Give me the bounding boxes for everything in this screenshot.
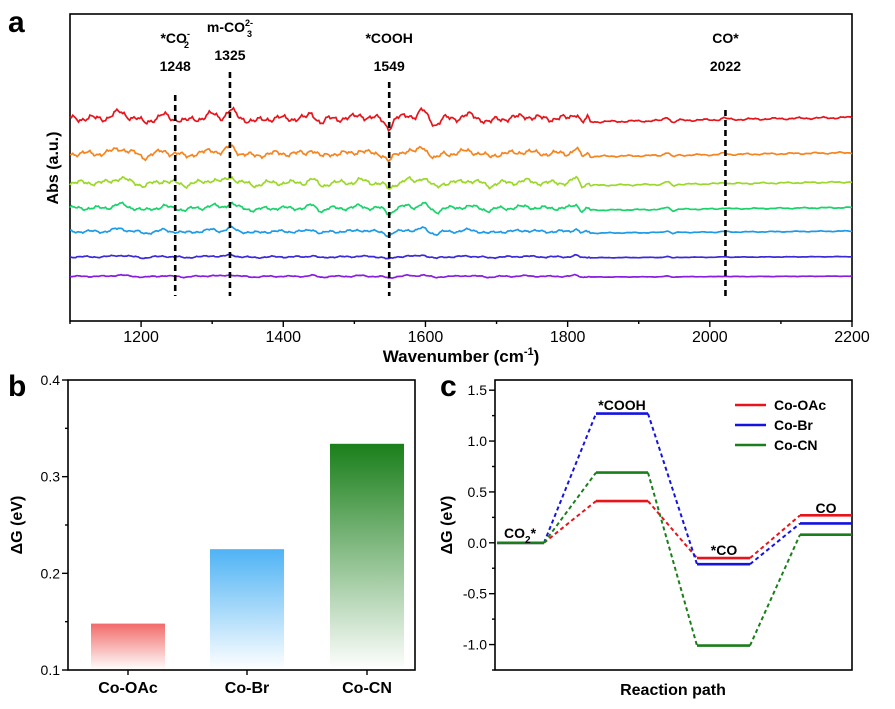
spectrum-line-5: [70, 225, 853, 238]
co-br-connector-3: [749, 522, 801, 565]
spectrum-line-1: [69, 106, 853, 133]
marker-value-2022: 2022: [710, 58, 741, 74]
panel-c-y-tick-label: -0.5: [463, 586, 487, 602]
panel-c-series: [497, 412, 852, 647]
panel-b-y-tick-label: 0.2: [41, 565, 61, 581]
panel-a-x-tick-label: 1400: [265, 329, 301, 346]
panel-b-x-tick-label-co-br: Co-Br: [225, 680, 269, 697]
marker-value-1325: 1325: [214, 47, 245, 63]
bar-co-oac: [91, 623, 165, 670]
legend-label-co-oac: Co-OAc: [774, 397, 826, 413]
panel-a-x-tick-label: 1800: [550, 329, 586, 346]
co-oac-connector-2: [647, 500, 698, 559]
panel-c-frame: [494, 379, 853, 671]
panel-c-label: c: [440, 370, 457, 403]
marker-species-1248: *CO-2: [160, 29, 189, 50]
panel-a-x-tick-label: 2200: [834, 329, 870, 346]
panel-c-y-tick-label: -1.0: [463, 637, 487, 653]
panel-b-y-ticks: 0.1 0.2 0.3 0.4: [41, 372, 68, 678]
state-label-3: *CO: [711, 542, 738, 558]
panel-b-label: b: [8, 370, 26, 403]
bar-co-br: [210, 549, 284, 670]
state-label-2: *COOH: [598, 397, 645, 413]
panel-b-x-ticks: Co-OAc Co-Br Co-CN: [98, 670, 392, 697]
bar-co-cn: [330, 443, 404, 670]
panel-b-y-tick-label: 0.1: [41, 662, 61, 678]
co-br-connector-2: [647, 413, 698, 565]
panel-a-x-ticks: 1200 1400 1600 1800 2000 2200: [69, 321, 870, 346]
legend-label-co-cn: Co-CN: [774, 437, 818, 453]
panel-b-x-tick-label-co-oac: Co-OAc: [98, 680, 158, 697]
panel-c-legend: Co-OAc Co-Br Co-CN: [735, 397, 826, 453]
panel-a-y-axis-title: Abs (a.u.): [45, 132, 62, 205]
panel-c-y-tick-label: 1.0: [468, 433, 488, 449]
panel-b-y-tick-label: 0.4: [41, 372, 61, 388]
panel-b-y-axis-title: ΔG (eV): [9, 496, 26, 555]
panel-c-energy-diagram: -1.0 -0.5 0.0 0.5 1.0 1.5 CO2* *COOH *CO CO Co-O…: [439, 379, 853, 699]
panel-c-y-tick-label: 1.5: [468, 382, 488, 398]
panel-b-bars: [91, 443, 404, 670]
marker-species-1325: m-CO2-3: [207, 18, 253, 39]
spectrum-line-2: [69, 144, 853, 163]
panel-c-state-labels: CO2* *COOH *CO CO: [504, 397, 837, 558]
marker-value-1248: 1248: [160, 58, 191, 74]
state-label-1: CO2*: [504, 525, 537, 546]
co-oac-connector-3: [749, 514, 801, 559]
panel-a-x-axis-title: Wavenumber (cm-1): [383, 346, 540, 366]
panel-a-markers: *CO-2 1248 m-CO2-3 1325 *COOH 1549 CO* 2022: [160, 18, 741, 296]
panel-b-x-tick-label-co-cn: Co-CN: [342, 680, 392, 697]
spectrum-line-3: [69, 175, 853, 190]
marker-species-1549: *COOH: [365, 30, 412, 46]
panel-c-y-tick-label: 0.0: [468, 535, 488, 551]
panel-c-y-tick-label: 0.5: [468, 484, 488, 500]
panel-a-x-tick-label: 1600: [408, 329, 444, 346]
spectrum-line-6: [69, 253, 853, 260]
panel-a-spectra-chart: *CO-2 1248 m-CO2-3 1325 *COOH 1549 CO* 2022 120…: [45, 13, 870, 366]
panel-c-y-ticks: -1.0 -0.5 0.0 0.5 1.0 1.5: [463, 382, 495, 671]
panel-c-x-axis-title: Reaction path: [620, 682, 726, 699]
marker-value-1549: 1549: [374, 58, 405, 74]
marker-species-2022: CO*: [712, 30, 739, 46]
panel-a-x-tick-label: 1200: [123, 329, 159, 346]
panel-b-bar-chart: 0.1 0.2 0.3 0.4 Co-OAc Co-Br Co-CN ΔG (eV): [9, 372, 416, 697]
panel-b-y-tick-label: 0.3: [41, 469, 61, 485]
panel-a-frame: [69, 13, 853, 322]
legend-label-co-br: Co-Br: [774, 417, 813, 433]
panel-a-x-tick-label: 2000: [692, 329, 728, 346]
co-cn-connector-2: [647, 472, 698, 646]
co-br-connector-1: [543, 413, 597, 544]
spectrum-line-4: [69, 201, 853, 216]
panel-c-y-axis-title: ΔG (eV): [439, 496, 456, 555]
co-cn-connector-1: [543, 472, 597, 544]
panel-a-label: a: [8, 6, 25, 39]
co-cn-connector-3: [749, 534, 801, 646]
spectrum-line-7: [69, 273, 853, 279]
panel-a-traces: [69, 106, 853, 279]
state-label-4: CO: [816, 500, 837, 516]
